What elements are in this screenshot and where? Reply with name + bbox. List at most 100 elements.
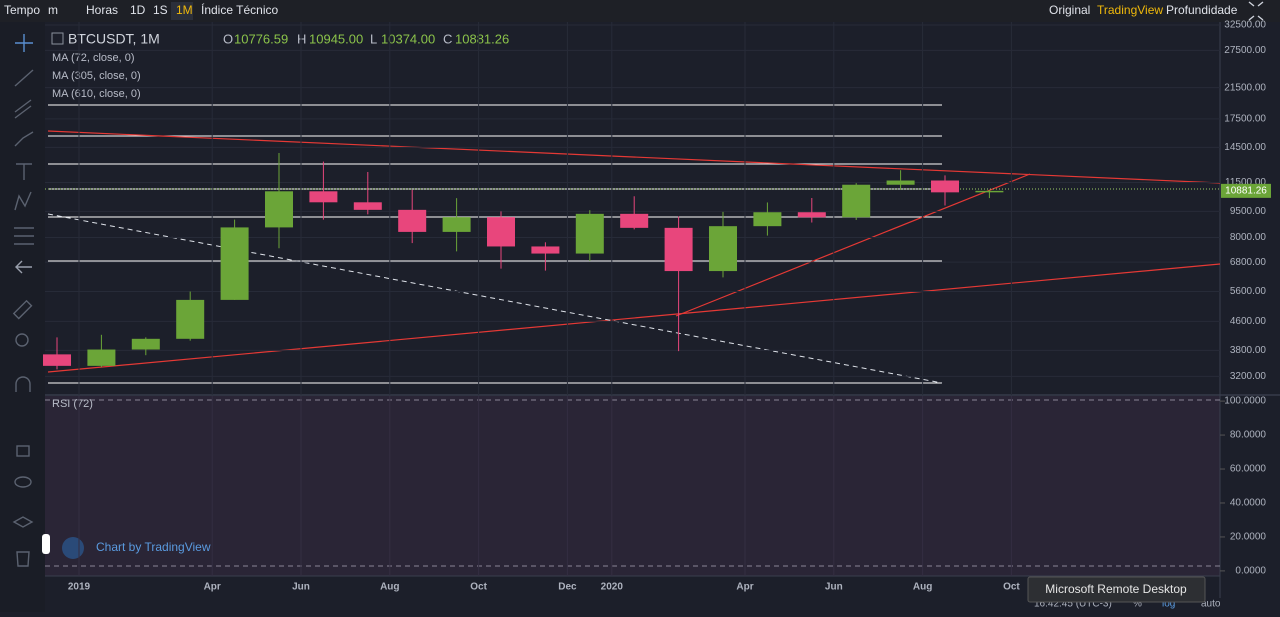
low-value: 10374.00 bbox=[381, 31, 435, 46]
candle-body bbox=[309, 191, 338, 203]
symbol: BTCUSDT, 1M bbox=[68, 31, 160, 47]
view-button[interactable]: TradingView bbox=[1097, 3, 1163, 17]
x-tick-label: Dec bbox=[558, 582, 577, 593]
close-value: 10881.26 bbox=[455, 31, 509, 46]
candle-body bbox=[797, 212, 826, 218]
y-tick-label: 3800.00 bbox=[1230, 345, 1267, 356]
rsi-tick-label: 40.0000 bbox=[1230, 498, 1267, 509]
rsi-label: RSI (72) bbox=[52, 398, 93, 410]
crosshair-tool[interactable] bbox=[15, 34, 33, 52]
last-price-tag bbox=[1221, 183, 1271, 198]
trend-line bbox=[675, 173, 1031, 317]
rsi-tick-label: 60.0000 bbox=[1230, 464, 1267, 475]
fib-tool[interactable] bbox=[14, 227, 34, 245]
toolbar-button[interactable]: m bbox=[48, 3, 58, 17]
y-tick-label: 11500.00 bbox=[1225, 177, 1266, 188]
high-label: H bbox=[297, 31, 306, 46]
candle-body bbox=[220, 227, 249, 300]
candle-body bbox=[842, 184, 871, 218]
zoom-tool[interactable] bbox=[15, 333, 29, 347]
footer-item: 16:42:45 (UTC-3) bbox=[1034, 599, 1112, 610]
footer-item[interactable]: auto bbox=[1201, 599, 1221, 610]
candle-body bbox=[664, 227, 693, 272]
y-tick-label: 21500.00 bbox=[1224, 82, 1266, 93]
layers-tool[interactable] bbox=[12, 516, 34, 528]
candle-body bbox=[531, 246, 560, 254]
candle-body bbox=[353, 202, 382, 210]
toolbar-button[interactable]: 1M bbox=[176, 3, 193, 17]
scroll-handle[interactable] bbox=[42, 534, 50, 554]
watermark[interactable]: Chart by TradingView bbox=[96, 540, 211, 554]
candle-body bbox=[709, 226, 737, 272]
y-tick-label: 3200.00 bbox=[1230, 371, 1267, 382]
channel-tool[interactable] bbox=[14, 99, 32, 119]
view-button[interactable]: Original bbox=[1049, 3, 1090, 17]
candle-body bbox=[620, 213, 649, 228]
last-price-label: 10881.26 bbox=[1225, 185, 1267, 196]
pattern-tool[interactable] bbox=[14, 191, 32, 211]
candle-body bbox=[43, 354, 71, 366]
footer-item[interactable]: % bbox=[1133, 599, 1142, 610]
lock-tool[interactable] bbox=[16, 445, 30, 457]
footer-item[interactable]: log bbox=[1162, 599, 1175, 610]
indicator: MA (610, close, 0) bbox=[52, 88, 141, 100]
high-value: 10945.00 bbox=[309, 31, 363, 46]
toolbar-button[interactable]: Tempo bbox=[4, 3, 40, 17]
x-tick-label: 2020 bbox=[601, 582, 624, 593]
indicator: MA (72, close, 0) bbox=[52, 52, 135, 64]
y-tick-label: 4600.00 bbox=[1230, 316, 1267, 327]
x-tick-label: Aug bbox=[913, 582, 932, 593]
x-tick-label: 2019 bbox=[68, 582, 91, 593]
rsi-tick-label: 0.0000 bbox=[1235, 566, 1266, 577]
close-label: C bbox=[443, 31, 452, 46]
y-tick-label: 6800.00 bbox=[1230, 257, 1267, 268]
collapse-box[interactable] bbox=[51, 32, 64, 45]
trend-line bbox=[47, 263, 1221, 373]
tooltip bbox=[1027, 576, 1206, 603]
candle-body bbox=[975, 190, 1004, 193]
back-tool[interactable] bbox=[15, 260, 32, 274]
fullscreen-button[interactable] bbox=[1248, 1, 1264, 21]
y-tick-label: 27500.00 bbox=[1224, 45, 1266, 56]
tool-sidebar bbox=[0, 22, 45, 612]
candle-body bbox=[176, 299, 205, 339]
x-tick-label: Oct bbox=[1003, 582, 1020, 593]
brush-tool[interactable] bbox=[14, 131, 34, 147]
tool-icons bbox=[12, 1, 1264, 567]
candle-body bbox=[753, 212, 782, 227]
toolbar bbox=[0, 0, 1280, 22]
candle-body bbox=[131, 338, 160, 350]
magnet-tool[interactable] bbox=[15, 376, 31, 392]
y-tick-label: 8000.00 bbox=[1230, 232, 1267, 243]
tv-logo bbox=[62, 537, 84, 559]
toolbar-button[interactable]: Índice Técnico bbox=[201, 2, 278, 17]
text-tool[interactable] bbox=[16, 163, 32, 180]
trendline-tool[interactable] bbox=[14, 69, 34, 87]
tooltip-text: Microsoft Remote Desktop bbox=[1045, 582, 1187, 596]
trend-lines bbox=[47, 130, 1221, 373]
trash-tool[interactable] bbox=[16, 551, 30, 567]
candle-body bbox=[487, 217, 515, 247]
trend-line bbox=[47, 130, 1221, 184]
y-tick-label: 32500.00 bbox=[1224, 20, 1266, 31]
open-label: O bbox=[223, 31, 233, 46]
candle-body bbox=[886, 180, 915, 185]
view-button[interactable]: Profundidade bbox=[1166, 3, 1238, 17]
toolbar-button[interactable]: 1S bbox=[153, 3, 168, 17]
ruler-tool[interactable] bbox=[12, 299, 33, 320]
active-button bbox=[171, 2, 193, 20]
low-label: L bbox=[370, 31, 377, 46]
candle-body bbox=[442, 217, 471, 232]
candle-body bbox=[931, 180, 959, 193]
rsi-tick-label: 80.0000 bbox=[1230, 430, 1267, 441]
y-tick-label: 9500.00 bbox=[1230, 206, 1267, 217]
x-tick-label: Aug bbox=[380, 582, 399, 593]
rsi-tick-label: 20.0000 bbox=[1230, 532, 1267, 543]
x-tick-label: Jun bbox=[292, 582, 310, 593]
toolbar-button[interactable]: 1D bbox=[130, 3, 146, 17]
toolbar-button[interactable]: Horas bbox=[86, 3, 118, 17]
visibility-tool[interactable] bbox=[14, 476, 32, 488]
rsi-tick-label: 100.0000 bbox=[1224, 396, 1266, 407]
